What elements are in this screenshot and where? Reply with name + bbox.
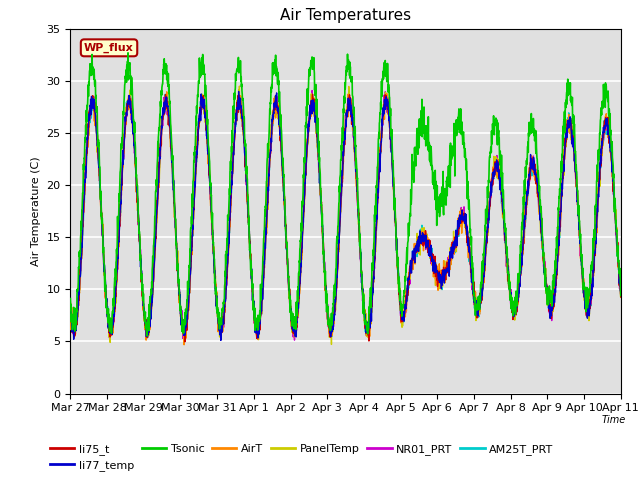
Tsonic: [124, 50, 132, 56]
AM25T_PRT: [569, 135, 577, 141]
li75_t: [181, 339, 189, 345]
Y-axis label: Air Temperature (C): Air Temperature (C): [31, 156, 41, 266]
Line: li77_temp: li77_temp: [70, 91, 621, 340]
AirT: [221, 305, 228, 311]
li75_t: [374, 192, 381, 198]
NR01_PRT: [220, 311, 228, 316]
PanelTemp: [220, 302, 228, 308]
PanelTemp: [584, 311, 592, 317]
AM25T_PRT: [67, 307, 74, 313]
AirT: [180, 342, 188, 348]
li77_temp: [362, 329, 370, 335]
li77_temp: [374, 195, 381, 201]
PanelTemp: [617, 294, 625, 300]
li75_t: [617, 294, 625, 300]
AM25T_PRT: [617, 285, 625, 291]
Line: PanelTemp: PanelTemp: [70, 86, 621, 345]
AirT: [362, 328, 370, 334]
Line: Tsonic: Tsonic: [70, 53, 621, 336]
Tsonic: [67, 296, 74, 301]
Tsonic: [569, 120, 577, 126]
li75_t: [308, 91, 316, 97]
NR01_PRT: [617, 291, 625, 297]
AM25T_PRT: [506, 285, 514, 291]
Tsonic: [221, 296, 228, 302]
li75_t: [362, 330, 370, 336]
PanelTemp: [236, 83, 243, 89]
NR01_PRT: [374, 194, 381, 200]
AirT: [67, 308, 74, 314]
AM25T_PRT: [362, 324, 370, 330]
Tsonic: [374, 160, 381, 166]
li77_temp: [220, 310, 228, 316]
NR01_PRT: [291, 337, 298, 343]
PanelTemp: [374, 187, 381, 193]
Line: NR01_PRT: NR01_PRT: [70, 91, 621, 340]
li75_t: [220, 318, 228, 324]
PanelTemp: [328, 342, 335, 348]
li77_temp: [569, 144, 577, 149]
Tsonic: [584, 300, 592, 306]
AirT: [163, 89, 171, 95]
Line: li75_t: li75_t: [70, 94, 621, 342]
PanelTemp: [569, 131, 577, 137]
NR01_PRT: [506, 290, 514, 296]
li77_temp: [584, 309, 592, 314]
PanelTemp: [506, 281, 514, 287]
AM25T_PRT: [584, 296, 592, 302]
Tsonic: [506, 279, 514, 285]
AirT: [506, 288, 514, 293]
PanelTemp: [362, 311, 370, 316]
li77_temp: [67, 302, 74, 308]
AirT: [374, 191, 381, 197]
li75_t: [506, 284, 514, 290]
Tsonic: [617, 293, 625, 299]
li75_t: [569, 127, 577, 133]
AirT: [584, 307, 592, 312]
li77_temp: [506, 284, 514, 290]
NR01_PRT: [362, 323, 370, 328]
Line: AirT: AirT: [70, 92, 621, 345]
AirT: [617, 290, 625, 296]
AM25T_PRT: [220, 311, 228, 316]
NR01_PRT: [584, 306, 592, 312]
Title: Air Temperatures: Air Temperatures: [280, 9, 411, 24]
AirT: [569, 134, 577, 140]
Text: Time: Time: [602, 416, 627, 425]
Tsonic: [143, 333, 151, 339]
NR01_PRT: [308, 88, 316, 94]
PanelTemp: [67, 302, 74, 308]
Line: AM25T_PRT: AM25T_PRT: [70, 92, 621, 337]
li77_temp: [217, 337, 225, 343]
AM25T_PRT: [346, 89, 353, 95]
li75_t: [584, 306, 592, 312]
li75_t: [67, 299, 74, 305]
AM25T_PRT: [374, 194, 381, 200]
Legend: li75_t, li77_temp, Tsonic, AirT, PanelTemp, NR01_PRT, AM25T_PRT: li75_t, li77_temp, Tsonic, AirT, PanelTe…: [45, 439, 558, 476]
NR01_PRT: [67, 309, 74, 314]
AM25T_PRT: [144, 335, 152, 340]
Tsonic: [362, 322, 370, 327]
NR01_PRT: [569, 133, 577, 139]
Text: WP_flux: WP_flux: [84, 43, 134, 53]
li77_temp: [235, 88, 243, 94]
li77_temp: [617, 285, 625, 291]
